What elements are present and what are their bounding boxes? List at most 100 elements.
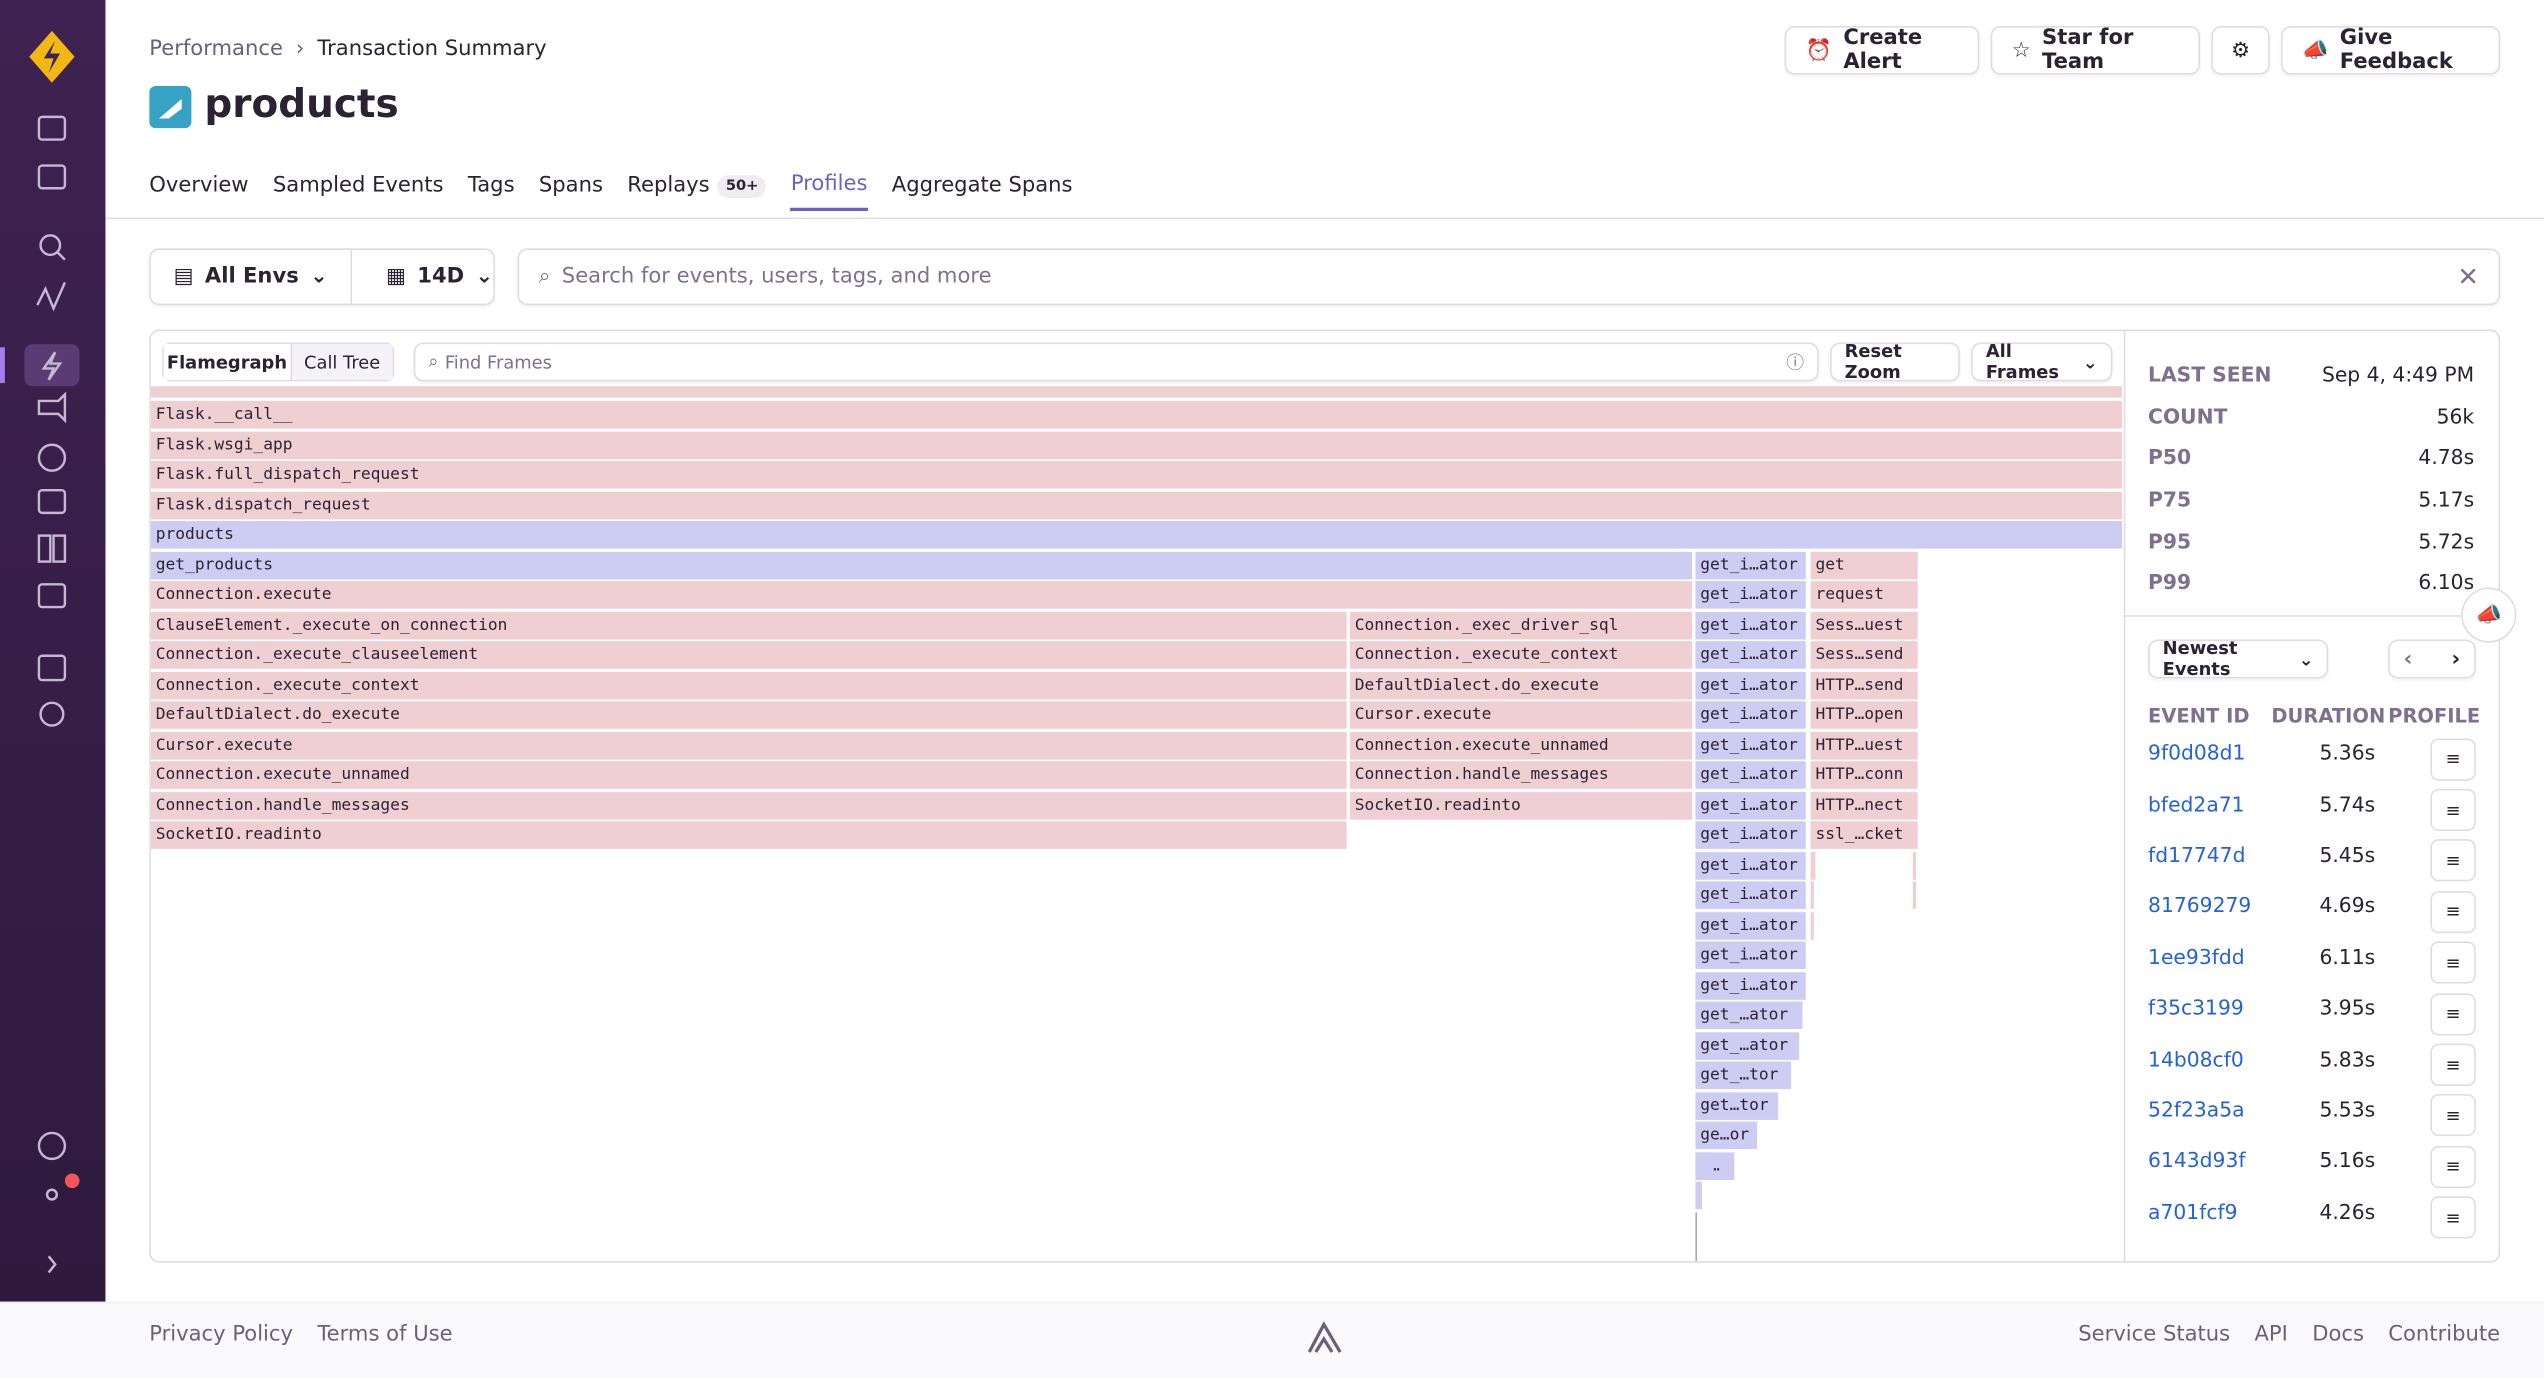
profile-button[interactable]: ≡ (2430, 1145, 2476, 1188)
frame[interactable]: SocketIO.readinto (1349, 791, 1693, 819)
frame[interactable]: get_i…ator (1695, 551, 1806, 579)
frame[interactable]: ssl_…cket (1810, 821, 1918, 849)
footer-link[interactable]: Service Status (2078, 1322, 2231, 1348)
frame[interactable]: Connection.execute_unnamed (150, 761, 1347, 789)
profile-button[interactable]: ≡ (2430, 992, 2476, 1035)
tab[interactable]: Profiles (790, 172, 868, 212)
frame[interactable]: Sess…send (1810, 641, 1918, 669)
frame[interactable]: ClauseElement._execute_on_connection (150, 611, 1347, 639)
pager[interactable]: ‹ › (2388, 639, 2476, 679)
footer-link[interactable]: API (2254, 1322, 2288, 1348)
frame[interactable]: Cursor.execute (150, 731, 1347, 759)
frame[interactable]: get_i…ator (1695, 971, 1806, 1000)
profile-button[interactable]: ≡ (2430, 788, 2476, 832)
frame[interactable]: get_i…ator (1695, 581, 1806, 609)
tab[interactable]: Overview (149, 172, 248, 211)
frame[interactable]: ge…or (1695, 1121, 1758, 1150)
footer-link[interactable]: Privacy Policy (149, 1322, 294, 1348)
footer-link[interactable]: Contribute (2388, 1322, 2501, 1348)
frame[interactable]: HTTP…uest (1810, 731, 1918, 759)
feedback-button[interactable]: 📣 Give Feedback (2281, 25, 2501, 75)
frame[interactable]: Flask.full_dispatch_request (150, 460, 2123, 489)
frame[interactable]: HTTP…send (1810, 671, 1918, 699)
tab[interactable]: Spans (539, 172, 603, 211)
frame[interactable]: Connection._execute_context (150, 671, 1347, 699)
frame[interactable]: Connection.execute (150, 581, 1693, 609)
tab[interactable]: Aggregate Spans (892, 172, 1073, 211)
frame[interactable]: get_i…ator (1695, 911, 1806, 939)
star-button[interactable]: ☆ Star for Team (1990, 25, 2200, 75)
tab[interactable]: Sampled Events (273, 172, 444, 211)
event-id[interactable]: fd17747d (2148, 842, 2246, 867)
event-id[interactable]: 52f23a5a (2148, 1097, 2245, 1122)
nav-icons[interactable] (0, 101, 105, 1302)
frame[interactable]: DefaultDialect.do_execute (150, 701, 1347, 729)
event-id[interactable]: bfed2a71 (2148, 791, 2245, 816)
frame[interactable]: Connection._execute_context (1349, 641, 1693, 669)
frame[interactable]: get_i…ator (1695, 941, 1806, 969)
env-filter[interactable]: ▤ All Envs ⌄ (151, 249, 352, 304)
frame[interactable]: DefaultDialect.do_execute (1349, 671, 1693, 699)
footer-link[interactable]: Docs (2312, 1322, 2364, 1348)
frame[interactable]: get_i…ator (1695, 701, 1806, 729)
event-id[interactable]: 6143d93f (2148, 1148, 2246, 1173)
frame[interactable]: get_i…ator (1695, 851, 1806, 879)
settings-button[interactable]: ⚙ (2211, 25, 2270, 75)
frame[interactable]: HTTP…conn (1810, 761, 1918, 789)
frame[interactable]: Connection.handle_messages (150, 791, 1347, 819)
find-frames[interactable]: ⌕ Find Frames ⓘ (413, 342, 1819, 382)
profile-button[interactable]: ≡ (2430, 839, 2476, 883)
profile-button[interactable]: ≡ (2430, 738, 2476, 781)
frame[interactable]: get_…ator (1695, 1031, 1800, 1060)
frame[interactable]: Cursor.execute (1349, 701, 1693, 729)
frame[interactable]: Connection._exec_driver_sql (1349, 611, 1693, 639)
frame[interactable]: get_i…ator (1695, 671, 1806, 699)
frame[interactable]: get (1810, 551, 1918, 579)
footer-link[interactable]: Terms of Use (317, 1322, 453, 1348)
frame[interactable]: get_i…ator (1695, 761, 1806, 789)
frame[interactable]: get_i…ator (1695, 791, 1806, 819)
frame[interactable]: request (1810, 581, 1918, 609)
profile-button[interactable]: ≡ (2430, 1094, 2476, 1137)
frames-filter[interactable]: All Frames ⌄ (1971, 341, 2113, 383)
frame[interactable]: Connection.execute_unnamed (1349, 731, 1693, 759)
tab[interactable]: Replays 50+ (627, 172, 767, 211)
frame[interactable]: get_i…ator (1695, 641, 1806, 669)
view-option[interactable]: Flamegraph (163, 344, 292, 380)
feedback-fab[interactable]: 📣 (2461, 587, 2517, 643)
frame[interactable]: Sess…uest (1810, 611, 1918, 639)
create-alert-button[interactable]: ⏰ Create Alert (1784, 25, 1980, 75)
event-id[interactable]: 9f0d08d1 (2148, 740, 2246, 765)
frame[interactable]: get_i…ator (1695, 611, 1806, 639)
profile-button[interactable]: ≡ (2430, 890, 2476, 934)
frame[interactable]: Flask.dispatch_request (150, 490, 2123, 519)
event-id[interactable]: a701fcf9 (2148, 1198, 2238, 1224)
frame[interactable]: get_i…ator (1695, 881, 1806, 909)
reset-zoom[interactable]: Reset Zoom (1830, 341, 1960, 383)
event-id[interactable]: 1ee93fdd (2148, 944, 2245, 969)
frame[interactable]: Connection._execute_clauseelement (150, 641, 1347, 669)
frame[interactable]: get_products (150, 551, 1693, 579)
frame[interactable]: products (150, 521, 2123, 549)
tab[interactable]: Tags (468, 172, 515, 211)
frame[interactable]: get_…ator (1695, 1001, 1803, 1030)
frame[interactable]: HTTP…nect (1810, 791, 1918, 819)
frame[interactable]: SocketIO.readinto (150, 821, 1347, 849)
profile-button[interactable]: ≡ (2430, 941, 2476, 985)
frame[interactable]: get_i…ator (1695, 821, 1806, 849)
event-id[interactable]: 81769279 (2148, 893, 2252, 918)
view-option[interactable]: Call Tree (291, 344, 393, 380)
profile-button[interactable]: ≡ (2430, 1196, 2476, 1239)
event-id[interactable]: f35c3199 (2148, 995, 2244, 1020)
breadcrumb[interactable]: Performance (149, 37, 283, 62)
frame[interactable]: Flask.wsgi_app (150, 430, 2123, 459)
event-id[interactable]: 14b08cf0 (2148, 1046, 2244, 1071)
flamegraph[interactable]: Flask.__call__ Flask.wsgi_app Flask.full_d… (150, 386, 2124, 1262)
frame[interactable]: get_i…ator (1695, 731, 1806, 759)
frame[interactable]: Flask.__call__ (150, 400, 2123, 429)
sort-dropdown[interactable]: Newest Events ⌄ (2148, 638, 2329, 680)
profile-button[interactable]: ≡ (2430, 1043, 2476, 1086)
search-bar[interactable]: ⌕ Search for events, users, tags, and mor… (517, 248, 2501, 306)
frame[interactable]: get…tor (1695, 1091, 1779, 1120)
frame[interactable]: get_…tor (1695, 1061, 1792, 1090)
